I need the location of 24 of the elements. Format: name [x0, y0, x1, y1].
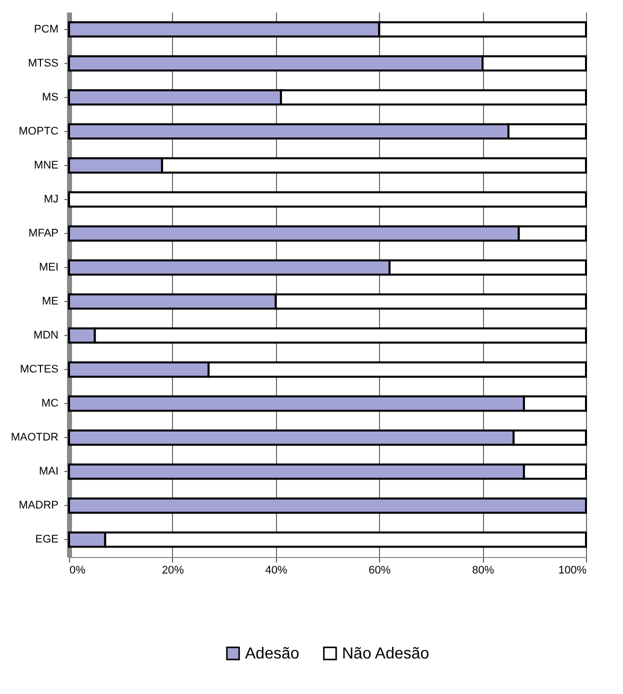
y-tick-label: MOPTC	[18, 125, 59, 138]
x-tick-label: 80%	[472, 564, 494, 576]
y-tick-label: MADRP	[18, 500, 58, 512]
x-tick-label: 60%	[368, 564, 391, 576]
x-tick-label: 100%	[558, 564, 587, 576]
y-tick-label: MCTES	[20, 364, 58, 376]
y-tick-label: MDN	[33, 330, 59, 342]
y-tick-label: EGE	[35, 534, 58, 546]
y-tick-label: MC	[41, 398, 59, 410]
x-tick-label: 0%	[70, 564, 86, 576]
y-tick-label: MFAP	[28, 227, 58, 240]
x-tick-label: 40%	[265, 564, 288, 576]
y-tick-label: MEI	[38, 261, 58, 274]
y-tick-label: MTSS	[28, 57, 58, 70]
y-tick-label: MNE	[34, 159, 58, 172]
y-tick-label: MS	[42, 91, 58, 104]
x-tick-label: 20%	[162, 564, 184, 576]
y-tick-label: MJ	[44, 193, 58, 206]
legend-label: Não Adesão	[342, 645, 430, 662]
y-tick-label: PCM	[34, 23, 58, 36]
y-tick-label: MAI	[38, 466, 58, 478]
legend-label: Adesão	[245, 645, 300, 662]
y-tick-label: ME	[42, 296, 58, 308]
y-tick-label: MAOTDR	[10, 432, 59, 444]
